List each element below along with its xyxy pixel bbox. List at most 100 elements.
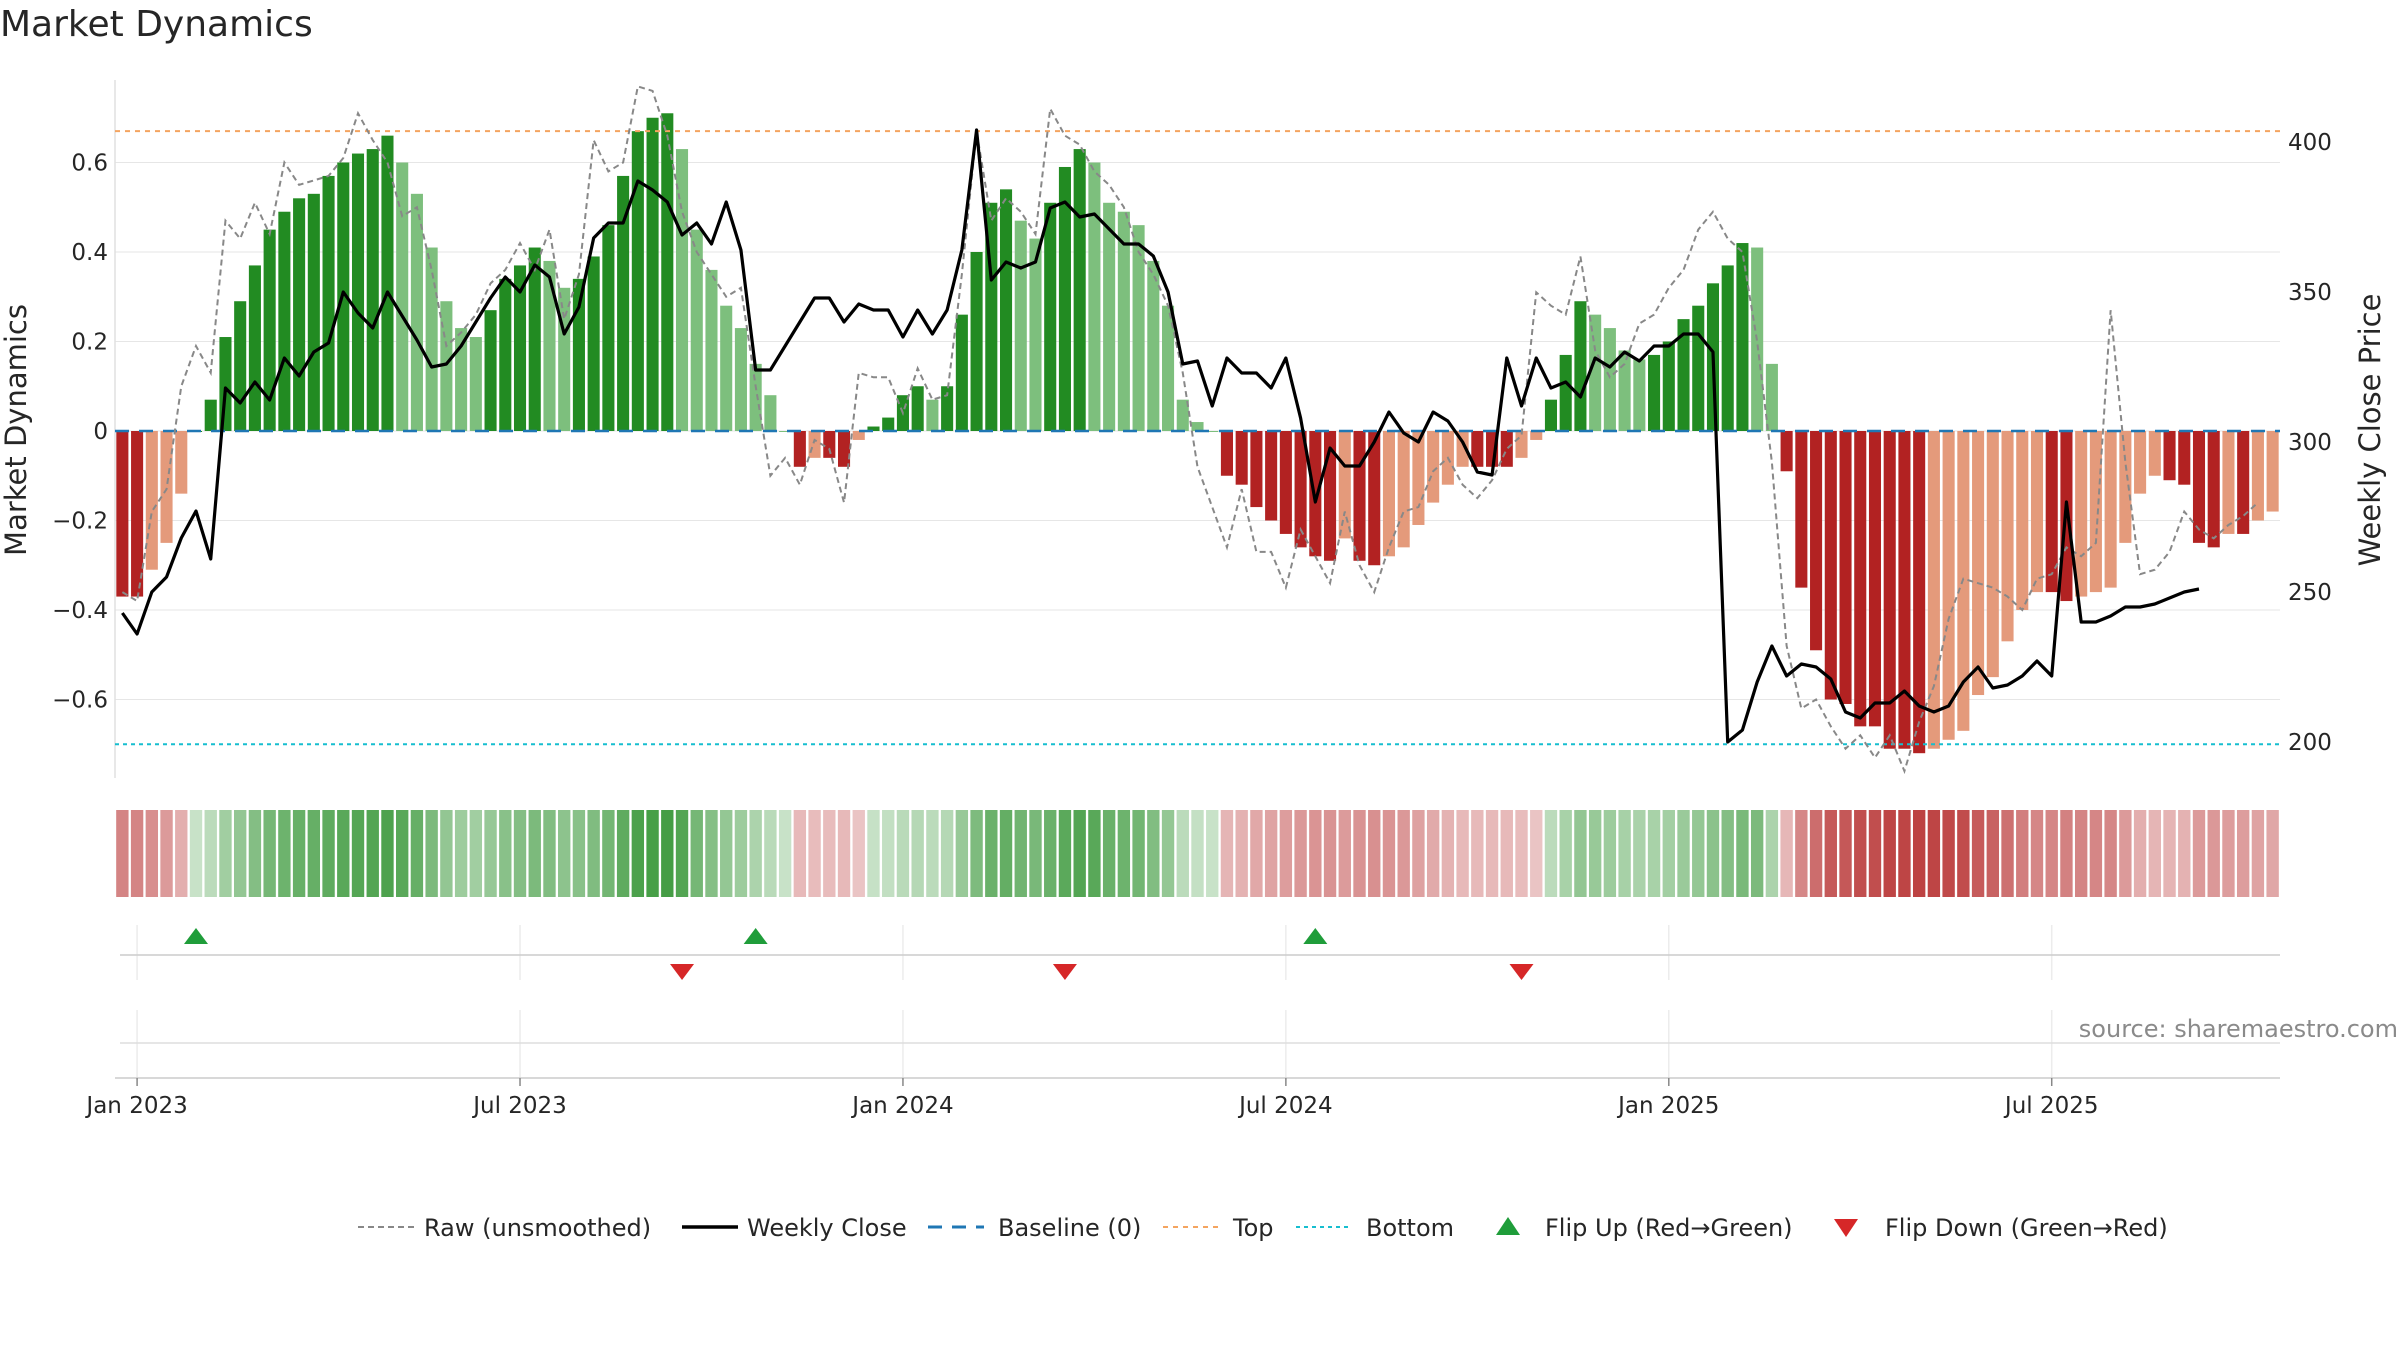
regime-strip-cell: [1927, 810, 1941, 897]
legend-label: Baseline (0): [998, 1214, 1141, 1242]
legend-swatch: [1496, 1217, 1520, 1235]
legend[interactable]: Raw (unsmoothed) Weekly Close Baseline (0)…: [358, 1214, 2168, 1242]
regime-strip-cell: [1618, 810, 1631, 897]
md-bar: [2134, 431, 2147, 494]
regime-strip-cell: [1809, 810, 1823, 897]
md-bar: [1073, 149, 1086, 431]
legend-item-flip_down[interactable]: Flip Down (Green→Red): [1834, 1214, 2168, 1242]
legend-item-raw[interactable]: Raw (unsmoothed): [358, 1214, 651, 1242]
regime-strip-cell: [1353, 810, 1366, 897]
regime-strip-cell: [985, 810, 998, 897]
regime-strip-cell: [1279, 810, 1293, 897]
regime-strip-cell: [1721, 810, 1734, 897]
regime-strip-cell: [1220, 810, 1234, 897]
regime-strip-cell: [204, 810, 217, 897]
md-bar: [234, 301, 247, 431]
flip-up-marker: [184, 928, 209, 944]
regime-strip-cell: [1854, 810, 1867, 897]
regime-strip-cell: [528, 810, 541, 897]
regime-strip-cell: [572, 810, 586, 897]
md-bar: [1618, 350, 1631, 431]
legend-item-baseline[interactable]: Baseline (0): [928, 1214, 1141, 1242]
regime-strip-cell: [852, 810, 865, 897]
md-bar: [322, 175, 335, 431]
md-bar: [2251, 431, 2264, 521]
md-bar: [1265, 431, 1278, 521]
right-tick-label: 350: [2288, 280, 2332, 306]
regime-strip: [116, 810, 2279, 897]
regime-strip-cell: [778, 810, 792, 897]
regime-strip-cell: [2148, 810, 2161, 897]
md-bar: [1810, 431, 1823, 651]
x-axis: Jan 2023 Jul 2023 Jan 2024 Jul 2024 Jan 2025…: [84, 1078, 2099, 1119]
md-bar: [2207, 431, 2220, 548]
legend-item-flip_up[interactable]: Flip Up (Red→Green): [1496, 1214, 1793, 1242]
regime-strip-cell: [882, 810, 895, 897]
md-bar: [1132, 225, 1145, 431]
regime-strip-cell: [1780, 810, 1793, 897]
x-tick-label: Jan 2023: [84, 1093, 187, 1119]
left-tick-label: 0.4: [71, 240, 108, 266]
md-bar: [1279, 431, 1292, 534]
regime-strip-cell: [1706, 810, 1720, 897]
md-bar: [1029, 238, 1042, 431]
md-bar: [941, 386, 954, 431]
md-bar: [764, 395, 777, 431]
md-bar: [852, 431, 865, 440]
regime-strip-cell: [234, 810, 247, 897]
md-bar: [1677, 319, 1690, 431]
md-bar: [1839, 431, 1852, 704]
md-bar: [2030, 431, 2044, 593]
md-bar: [690, 229, 703, 431]
regime-strip-cell: [248, 810, 262, 897]
regime-strip-cell: [955, 810, 969, 897]
flip-down-marker: [1052, 964, 1077, 980]
regime-strip-cell: [1073, 810, 1086, 897]
legend-item-close[interactable]: Weekly Close: [682, 1214, 907, 1242]
regime-strip-cell: [1530, 810, 1543, 897]
md-bar: [1353, 431, 1366, 561]
md-bar: [2266, 431, 2279, 512]
regime-strip-cell: [2045, 810, 2058, 897]
md-bar: [602, 225, 615, 431]
regime-strip-cell: [1603, 810, 1617, 897]
md-bar: [837, 431, 851, 467]
md-bar: [381, 135, 394, 431]
md-bar: [2119, 431, 2132, 543]
legend-item-top[interactable]: Top: [1163, 1214, 1274, 1242]
md-bar: [1692, 305, 1705, 431]
regime-strip-cell: [1117, 810, 1131, 897]
md-bar: [572, 278, 585, 431]
regime-strip-cell: [189, 810, 203, 897]
md-bar: [2001, 431, 2014, 642]
regime-strip-cell: [1485, 810, 1499, 897]
left-tick-label: 0.6: [71, 151, 108, 177]
legend-item-bottom[interactable]: Bottom: [1296, 1214, 1454, 1242]
regime-strip-cell: [130, 810, 144, 897]
md-bar: [1868, 431, 1882, 727]
regime-strip-cell: [675, 810, 689, 897]
md-bar: [278, 211, 291, 431]
regime-strip-cell: [1839, 810, 1852, 897]
regime-strip-cell: [1206, 810, 1219, 897]
md-bar: [1471, 431, 1484, 467]
md-bar: [204, 399, 217, 431]
md-bar: [528, 247, 541, 431]
regime-strip-cell: [2222, 810, 2235, 897]
regime-strip-cell: [1338, 810, 1351, 897]
regime-strip-cell: [1942, 810, 1955, 897]
md-bar: [1883, 431, 1896, 749]
regime-strip-cell: [1456, 810, 1469, 897]
regime-strip-cell: [366, 810, 379, 897]
regime-strip-cell: [410, 810, 424, 897]
raw-series-line: [121, 85, 2259, 775]
md-bar: [2178, 431, 2191, 485]
regime-strip-cell: [558, 810, 571, 897]
md-bar: [1942, 431, 1955, 740]
regime-strip-cell: [823, 810, 836, 897]
regime-strip-cell: [145, 810, 159, 897]
left-tick-label: −0.6: [52, 688, 108, 714]
regime-strip-cell: [1765, 810, 1779, 897]
left-tick-label: 0.2: [71, 330, 108, 356]
